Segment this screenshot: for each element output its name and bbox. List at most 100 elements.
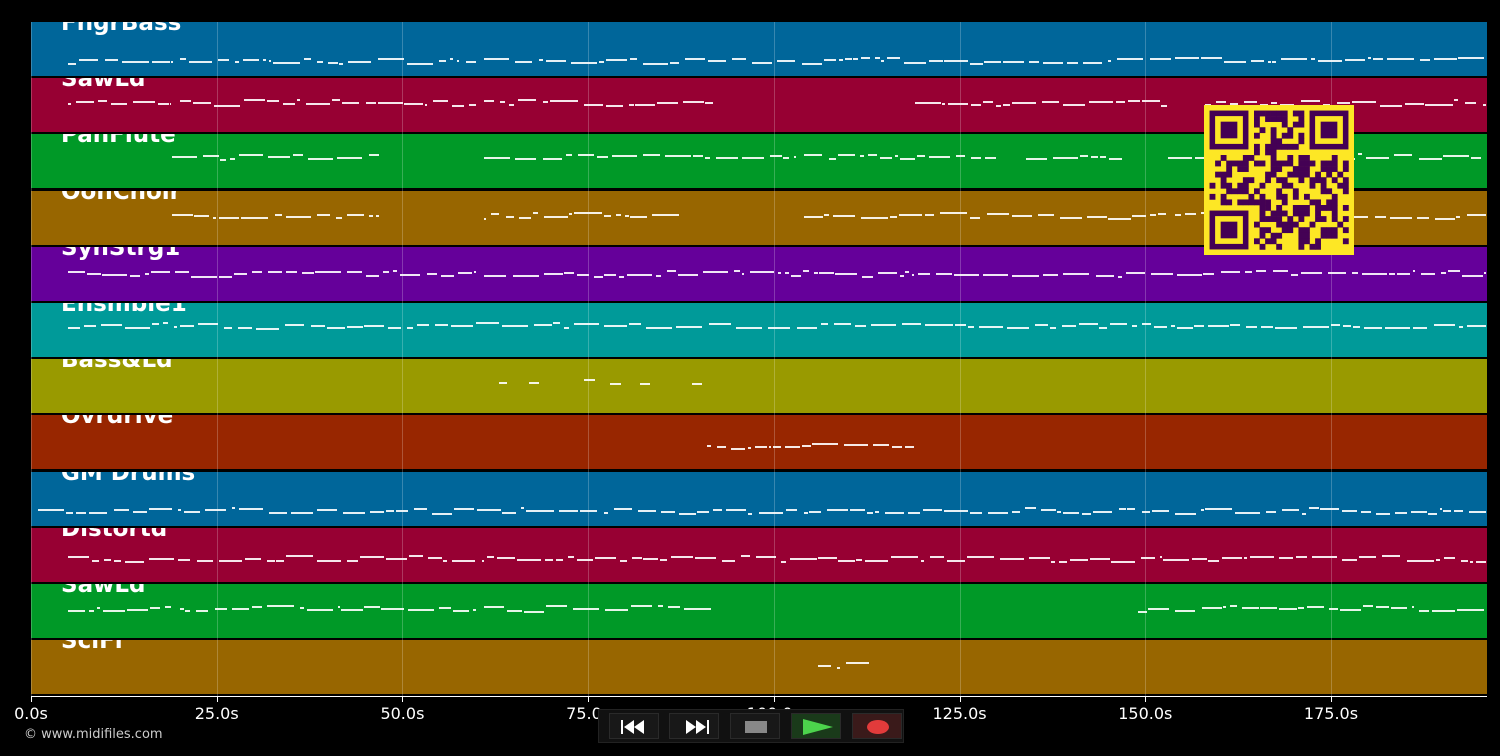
record-button[interactable] [852, 713, 902, 739]
track-lane[interactable]: SawLd [31, 584, 1487, 638]
midi-note [1308, 506, 1319, 509]
midi-note [638, 509, 657, 512]
midi-note [542, 158, 563, 161]
midi-note [1454, 509, 1463, 512]
midi-note [603, 214, 612, 217]
midi-note [1418, 610, 1429, 612]
midi-note [860, 216, 888, 219]
stop-button[interactable] [730, 713, 780, 739]
midi-note [243, 59, 259, 61]
midi-note [1205, 507, 1233, 510]
midi-note [1082, 512, 1091, 515]
midi-note [629, 58, 637, 60]
midi-note [1471, 157, 1481, 160]
track-lane[interactable]: GM Drums [31, 471, 1487, 526]
midi-note [1109, 158, 1122, 161]
midi-note [604, 273, 616, 276]
rewind-button[interactable] [609, 713, 659, 739]
track-lane[interactable]: Bass&Ld [31, 359, 1487, 414]
midi-note [104, 558, 111, 561]
midi-note [276, 559, 285, 562]
midi-note [861, 275, 873, 278]
midi-note [705, 102, 714, 105]
midi-note [1320, 507, 1340, 510]
midi-note [213, 105, 241, 108]
midi-note [556, 558, 563, 561]
midi-note [232, 506, 236, 509]
midi-note [655, 274, 661, 277]
midi-note [263, 59, 266, 61]
midi-note [369, 510, 384, 513]
play-button[interactable] [791, 713, 841, 739]
midi-note [484, 217, 487, 220]
midi-note [905, 270, 909, 273]
midi-note [563, 327, 570, 329]
midi-note [1099, 156, 1107, 159]
midi-note [1230, 605, 1237, 607]
midi-note [1379, 105, 1402, 108]
midi-note [364, 325, 384, 327]
midi-note [1202, 272, 1215, 275]
midi-note [518, 99, 537, 102]
midi-note [999, 557, 1025, 560]
midi-note [194, 214, 210, 217]
midi-note [954, 324, 966, 326]
track-lane[interactable]: Ensmble1 [31, 303, 1487, 357]
midi-note [707, 60, 727, 62]
midi-note [1060, 216, 1082, 219]
midi-note [528, 382, 539, 385]
midi-note [1361, 272, 1388, 275]
midi-note [396, 509, 408, 512]
fast-forward-button[interactable] [669, 713, 719, 739]
midi-note [502, 511, 517, 514]
midi-note [439, 607, 451, 609]
midi-note [630, 215, 648, 218]
midi-note [603, 325, 627, 327]
midi-note [803, 215, 823, 218]
midi-note [1029, 61, 1039, 63]
midi-note [317, 213, 331, 216]
midi-note [149, 507, 173, 510]
midi-note [376, 214, 380, 217]
midi-note [971, 104, 981, 107]
midi-note [441, 274, 455, 277]
midi-note [342, 511, 365, 514]
midi-note [38, 508, 64, 511]
midi-note [823, 213, 830, 216]
midi-note [1234, 511, 1261, 514]
midi-note [76, 101, 94, 104]
midi-note [499, 101, 506, 104]
midi-note [543, 215, 569, 218]
track-lane[interactable]: Distortd [31, 527, 1487, 582]
midi-note [163, 322, 169, 324]
midi-note [967, 326, 974, 328]
track-lane[interactable]: SciFi [31, 640, 1487, 695]
midi-note [1278, 556, 1294, 559]
midi-note [484, 100, 495, 103]
midi-note [512, 274, 539, 277]
midi-note [834, 272, 857, 275]
midi-note [234, 272, 248, 275]
midi-note [417, 324, 429, 326]
midi-note [1062, 325, 1076, 327]
midi-note [834, 323, 852, 325]
midi-note [132, 510, 147, 513]
midi-note [1142, 100, 1160, 103]
midi-note [610, 383, 621, 386]
midi-note [1411, 510, 1427, 513]
track-lane[interactable]: FngrBass [31, 22, 1487, 76]
midi-note [1035, 324, 1049, 326]
track-lane[interactable]: Ovrdrive [31, 415, 1487, 470]
midi-note [1469, 510, 1486, 513]
track-lane[interactable]: SynStrg1 [31, 246, 1487, 301]
midi-note [657, 605, 663, 607]
midi-note [1300, 100, 1321, 103]
midi-note [967, 555, 995, 558]
midi-note [1176, 327, 1193, 329]
midi-note [177, 558, 190, 561]
midi-note [234, 61, 240, 63]
midi-note [1394, 511, 1407, 514]
track-name: Distortd [61, 527, 168, 542]
midi-note [335, 216, 343, 219]
axis-tick-label: 150.0s [1118, 704, 1173, 723]
